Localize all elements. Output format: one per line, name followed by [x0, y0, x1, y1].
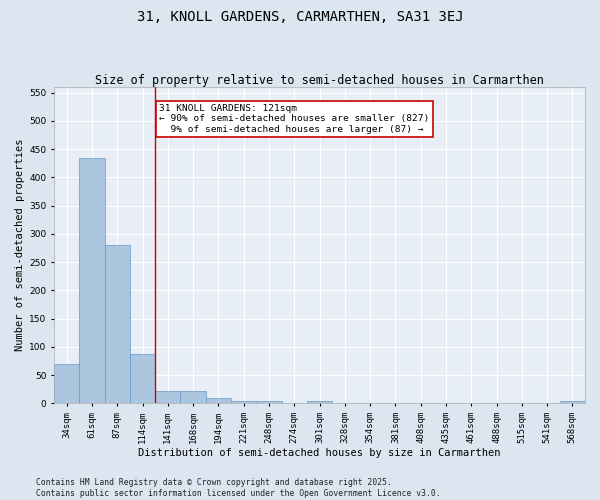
X-axis label: Distribution of semi-detached houses by size in Carmarthen: Distribution of semi-detached houses by …	[138, 448, 501, 458]
Title: Size of property relative to semi-detached houses in Carmarthen: Size of property relative to semi-detach…	[95, 74, 544, 87]
Bar	[560, 400, 585, 404]
Bar	[181, 391, 206, 404]
Bar	[206, 398, 231, 404]
Bar	[307, 400, 332, 404]
Text: 31, KNOLL GARDENS, CARMARTHEN, SA31 3EJ: 31, KNOLL GARDENS, CARMARTHEN, SA31 3EJ	[137, 10, 463, 24]
Text: Contains HM Land Registry data © Crown copyright and database right 2025.
Contai: Contains HM Land Registry data © Crown c…	[36, 478, 440, 498]
Text: 31 KNOLL GARDENS: 121sqm
← 90% of semi-detached houses are smaller (827)
  9% of: 31 KNOLL GARDENS: 121sqm ← 90% of semi-d…	[159, 104, 429, 134]
Bar	[54, 364, 79, 404]
Bar	[155, 391, 181, 404]
Bar	[130, 354, 155, 404]
Bar	[231, 400, 256, 404]
Bar	[104, 245, 130, 404]
Bar	[79, 158, 104, 404]
Bar	[256, 400, 281, 404]
Y-axis label: Number of semi-detached properties: Number of semi-detached properties	[15, 139, 25, 352]
